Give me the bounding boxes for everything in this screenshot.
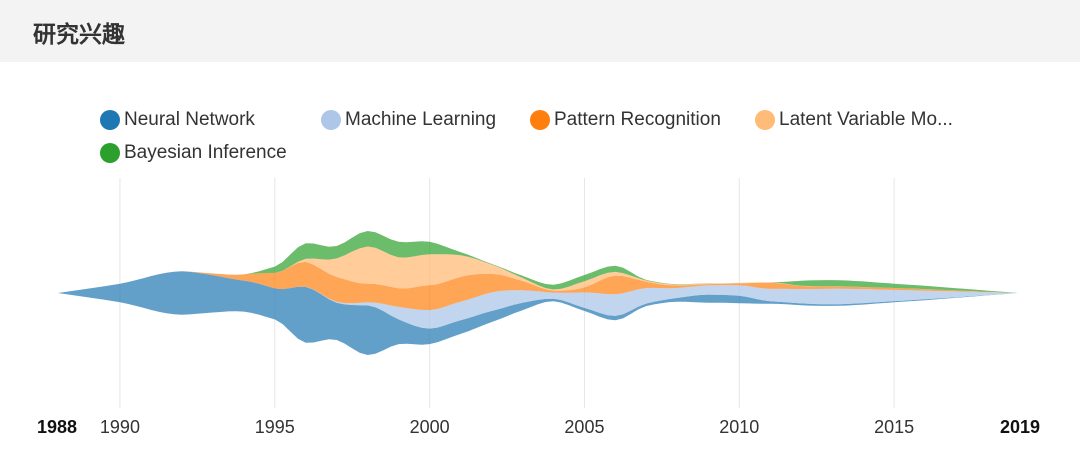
legend-label: Pattern Recognition <box>554 109 721 130</box>
x-tick-2015: 2015 <box>874 417 914 437</box>
area-bayesian-inference[interactable] <box>58 231 1018 293</box>
legend-label: Bayesian Inference <box>124 142 287 163</box>
x-tick-2010: 2010 <box>719 417 759 437</box>
area-neural-network[interactable] <box>58 271 1018 355</box>
legend-item-bayesian-inference[interactable]: Bayesian Inference <box>100 141 287 165</box>
section-title: 研究兴趣 <box>33 22 125 48</box>
legend-item-latent-variable-models[interactable]: Latent Variable Mo... <box>755 108 953 132</box>
legend-swatch <box>100 110 120 130</box>
legend-swatch <box>100 143 120 163</box>
x-tick-1995: 1995 <box>255 417 295 437</box>
legend-swatch <box>321 110 341 130</box>
legend-item-neural-network[interactable]: Neural Network <box>100 108 255 132</box>
x-end-label: 2019 <box>1000 417 1040 437</box>
x-start-label: 1988 <box>37 417 77 437</box>
x-tick-2000: 2000 <box>410 417 450 437</box>
x-axis-ticks: 1990 1995 2000 2005 2010 2015 1988 2019 <box>37 417 1040 437</box>
legend-item-pattern-recognition[interactable]: Pattern Recognition <box>530 108 721 132</box>
area-machine-learning[interactable] <box>58 271 1018 329</box>
section-header: 研究兴趣 <box>0 0 1080 62</box>
x-tick-1990: 1990 <box>100 417 140 437</box>
legend-item-machine-learning[interactable]: Machine Learning <box>321 108 496 132</box>
legend-label: Machine Learning <box>345 109 497 130</box>
chart-legend: Neural Network Machine Learning Pattern … <box>0 0 1080 175</box>
legend-swatch <box>755 110 775 130</box>
stream-areas <box>58 231 1018 355</box>
x-tick-2005: 2005 <box>564 417 604 437</box>
area-pattern-recognition[interactable] <box>58 261 1018 311</box>
legend-label: Neural Network <box>124 109 255 130</box>
legend-label: Latent Variable Mo... <box>779 109 953 130</box>
legend-swatch <box>530 110 550 130</box>
